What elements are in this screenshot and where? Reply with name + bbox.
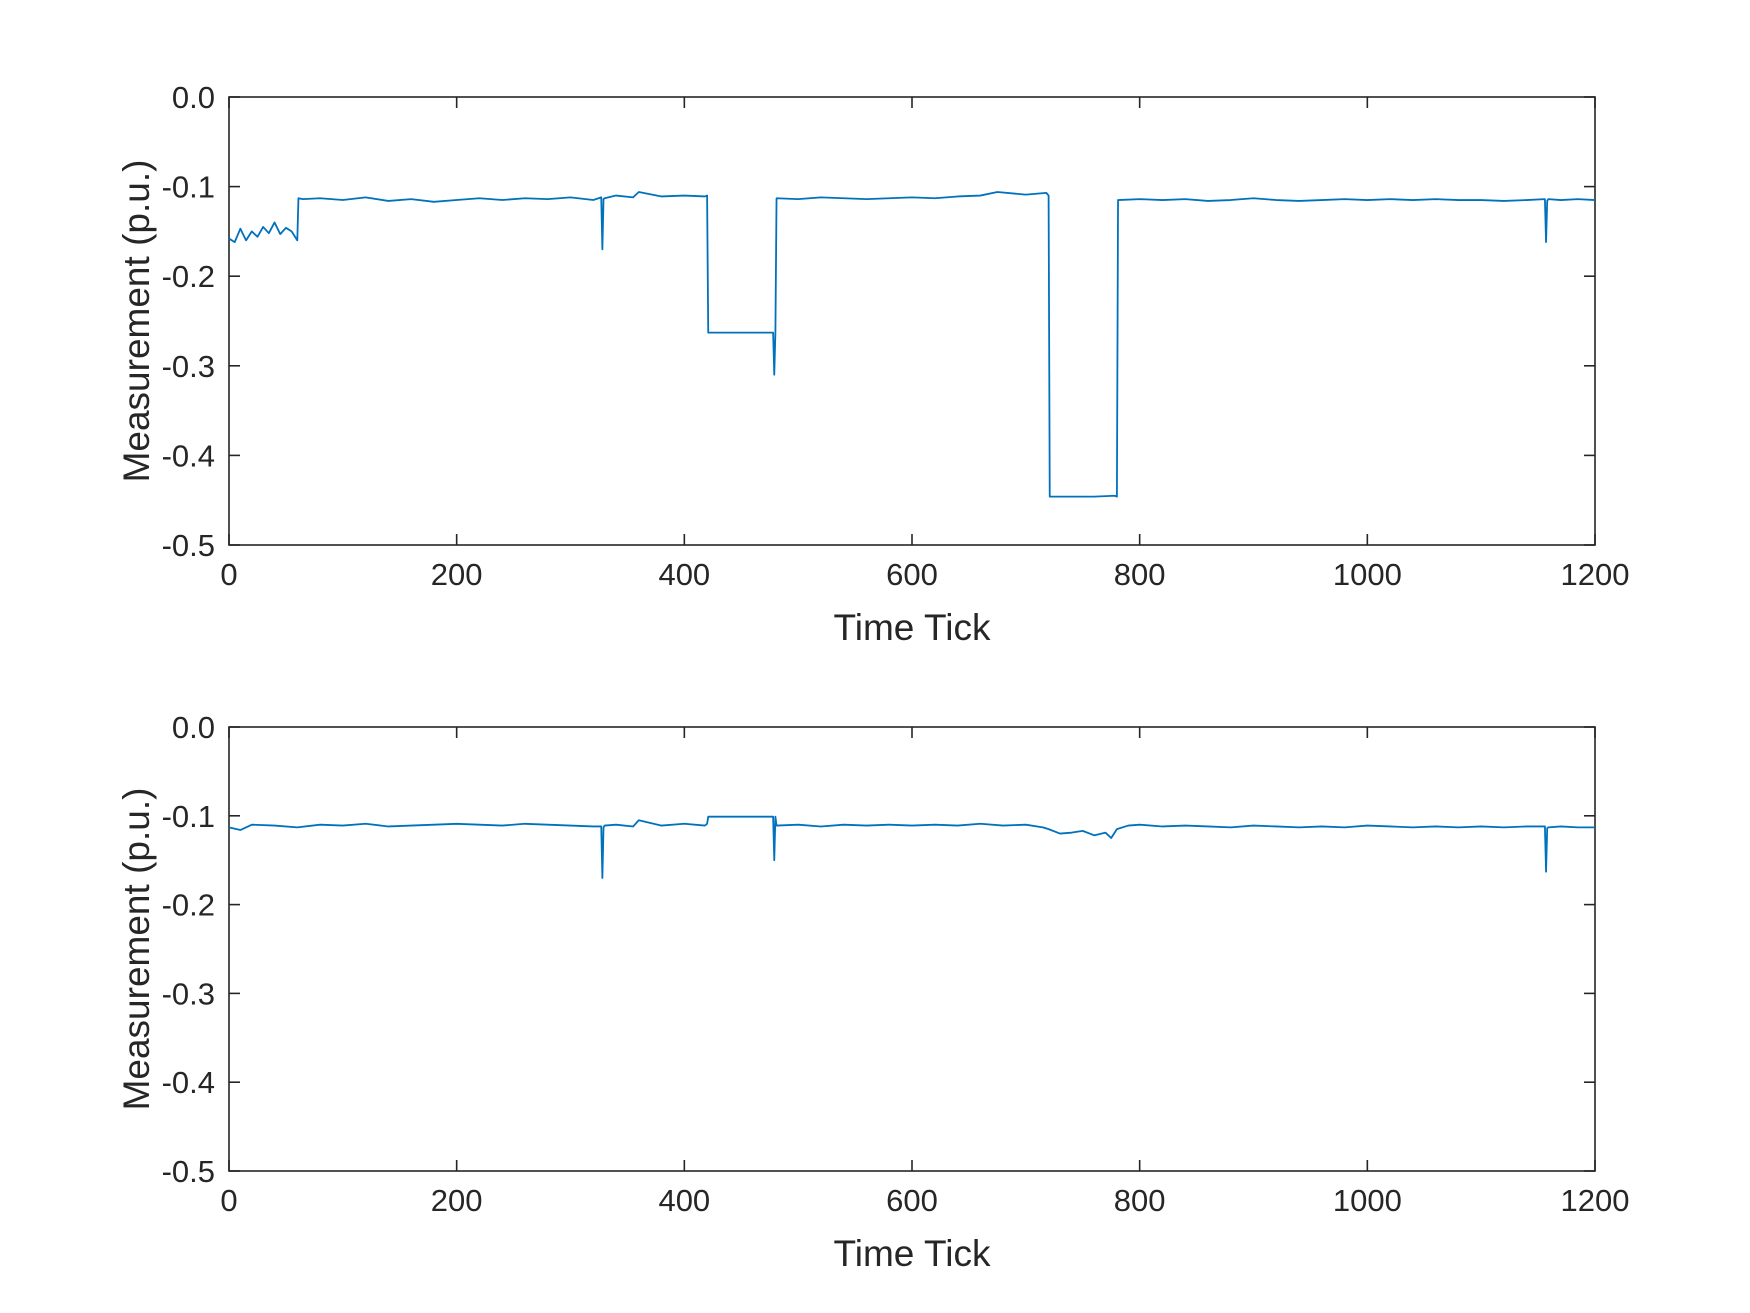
y-tick-label: -0.3	[162, 349, 215, 384]
x-tick-label: 0	[220, 1183, 237, 1218]
y-tick-label: -0.1	[162, 170, 215, 205]
x-tick-label: 200	[431, 557, 483, 592]
x-tick-label: 1200	[1561, 557, 1630, 592]
y-tick-label: -0.4	[162, 438, 215, 473]
y-tick-label: 0.0	[172, 710, 215, 745]
x-tick-label: 1000	[1333, 557, 1402, 592]
y-tick-label: 0.0	[172, 80, 215, 115]
x-tick-label: 1000	[1333, 1183, 1402, 1218]
x-tick-label: 400	[658, 557, 710, 592]
y-axis-label: Measurement (p.u.)	[116, 160, 157, 483]
chart-panel-1: 0 200 400 600 800 1000 1200 0.0 -0.1 -0.2 -0.3 -0.4…	[116, 80, 1629, 648]
y-tick-label: -0.1	[162, 799, 215, 834]
y-tick-label: -0.5	[162, 528, 215, 563]
x-tick-label: 600	[886, 1183, 938, 1218]
x-tick-label: 1200	[1561, 1183, 1630, 1218]
plot-frame	[228, 726, 1596, 1172]
x-axis-label: Time Tick	[834, 607, 991, 648]
y-tick-label: -0.3	[162, 976, 215, 1011]
x-tick-label: 400	[658, 1183, 710, 1218]
series-line-1	[228, 815, 1595, 879]
chart-panel-2: 0 200 400 600 800 1000 1200 0.0 -0.1 -0.2 -0.3 -0.4…	[116, 710, 1629, 1274]
plot-frame	[228, 96, 1596, 546]
x-tick-label: 600	[886, 557, 938, 592]
x-tick-label: 200	[431, 1183, 483, 1218]
y-tick-label: -0.2	[162, 259, 215, 294]
y-tick-label: -0.5	[162, 1154, 215, 1189]
x-axis-label: Time Tick	[834, 1233, 991, 1274]
x-tick-label: 0	[220, 557, 237, 592]
y-tick-label: -0.2	[162, 888, 215, 923]
x-tick-label: 800	[1114, 557, 1166, 592]
y-axis-label: Measurement (p.u.)	[116, 788, 157, 1111]
x-tick-label: 800	[1114, 1183, 1166, 1218]
series-line-1	[228, 191, 1596, 498]
y-tick-label: -0.4	[162, 1065, 215, 1100]
